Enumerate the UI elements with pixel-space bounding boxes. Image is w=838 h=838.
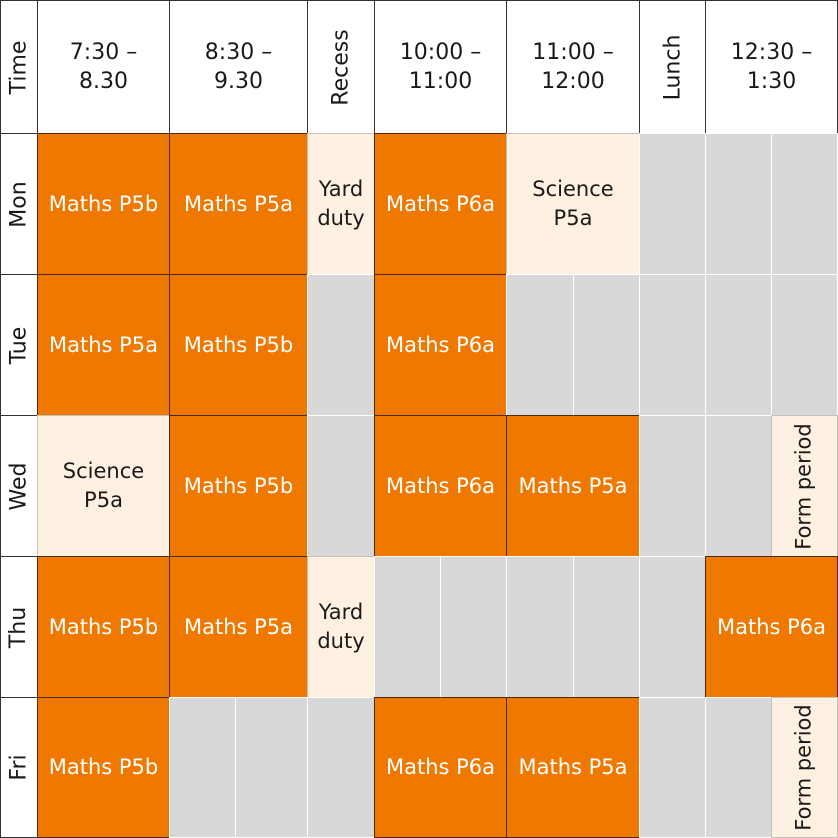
- lesson-fri-p3: Maths P6a: [374, 697, 507, 838]
- form-period-label: Form period: [792, 422, 817, 550]
- form-period-wed: Form period: [771, 415, 838, 557]
- corner-time-header: Time: [0, 0, 38, 134]
- form-period-label: Form period: [792, 704, 817, 831]
- corner-time-label: Time: [6, 40, 32, 94]
- lesson-wed-p3: Maths P6a: [374, 415, 507, 557]
- recess-header: Recess: [307, 0, 375, 134]
- free-slot: [374, 556, 441, 698]
- free-slot: [307, 274, 375, 416]
- free-slot: [573, 274, 640, 416]
- free-slot: [771, 274, 838, 416]
- duty-thu-recess: Yard duty: [307, 556, 375, 698]
- lunch-label: Lunch: [660, 34, 686, 100]
- lesson-mon-p3: Maths P6a: [374, 133, 507, 275]
- free-slot: [705, 274, 772, 416]
- free-slot: [639, 415, 706, 557]
- free-slot: [235, 697, 308, 838]
- lesson-mon-p4: Science P5a: [506, 133, 640, 275]
- lesson-mon-p2: Maths P5a: [169, 133, 308, 275]
- lesson-thu-p5: Maths P6a: [705, 556, 838, 698]
- day-label-fri: Fri: [0, 697, 38, 838]
- free-slot: [705, 697, 772, 838]
- free-slot: [573, 556, 640, 698]
- free-slot: [639, 697, 706, 838]
- form-period-fri: Form period: [771, 697, 838, 838]
- free-slot: [506, 556, 574, 698]
- free-slot: [440, 556, 507, 698]
- free-slot: [639, 274, 706, 416]
- free-slot: [169, 697, 236, 838]
- lesson-tue-p2: Maths P5b: [169, 274, 308, 416]
- free-slot: [639, 556, 706, 698]
- lesson-tue-p3: Maths P6a: [374, 274, 507, 416]
- lesson-fri-p4: Maths P5a: [506, 697, 640, 838]
- lesson-fri-p1: Maths P5b: [37, 697, 170, 838]
- day-label-mon: Mon: [0, 133, 38, 275]
- lesson-wed-p4: Maths P5a: [506, 415, 640, 557]
- recess-label: Recess: [328, 28, 354, 106]
- duty-mon-recess: Yard duty: [307, 133, 375, 275]
- day-label-thu: Thu: [0, 556, 38, 698]
- day-label-tue: Tue: [0, 274, 38, 416]
- lesson-mon-p1: Maths P5b: [37, 133, 170, 275]
- period-header-4: 11:00 – 12:00: [506, 0, 640, 134]
- lesson-wed-p1: Science P5a: [37, 415, 170, 557]
- lesson-wed-p2: Maths P5b: [169, 415, 308, 557]
- free-slot: [705, 133, 772, 275]
- lesson-tue-p1: Maths P5a: [37, 274, 170, 416]
- free-slot: [705, 415, 772, 557]
- lesson-thu-p1: Maths P5b: [37, 556, 170, 698]
- free-slot: [506, 274, 574, 416]
- free-slot: [307, 415, 375, 557]
- period-header-3: 10:00 – 11:00: [374, 0, 507, 134]
- free-slot: [307, 697, 375, 838]
- free-slot: [771, 133, 838, 275]
- lesson-thu-p2: Maths P5a: [169, 556, 308, 698]
- period-header-1: 7:30 – 8.30: [37, 0, 170, 134]
- free-slot: [639, 133, 706, 275]
- period-header-2: 8:30 – 9.30: [169, 0, 308, 134]
- lunch-header: Lunch: [639, 0, 706, 134]
- day-label-wed: Wed: [0, 415, 38, 557]
- period-header-5: 12:30 – 1:30: [705, 0, 838, 134]
